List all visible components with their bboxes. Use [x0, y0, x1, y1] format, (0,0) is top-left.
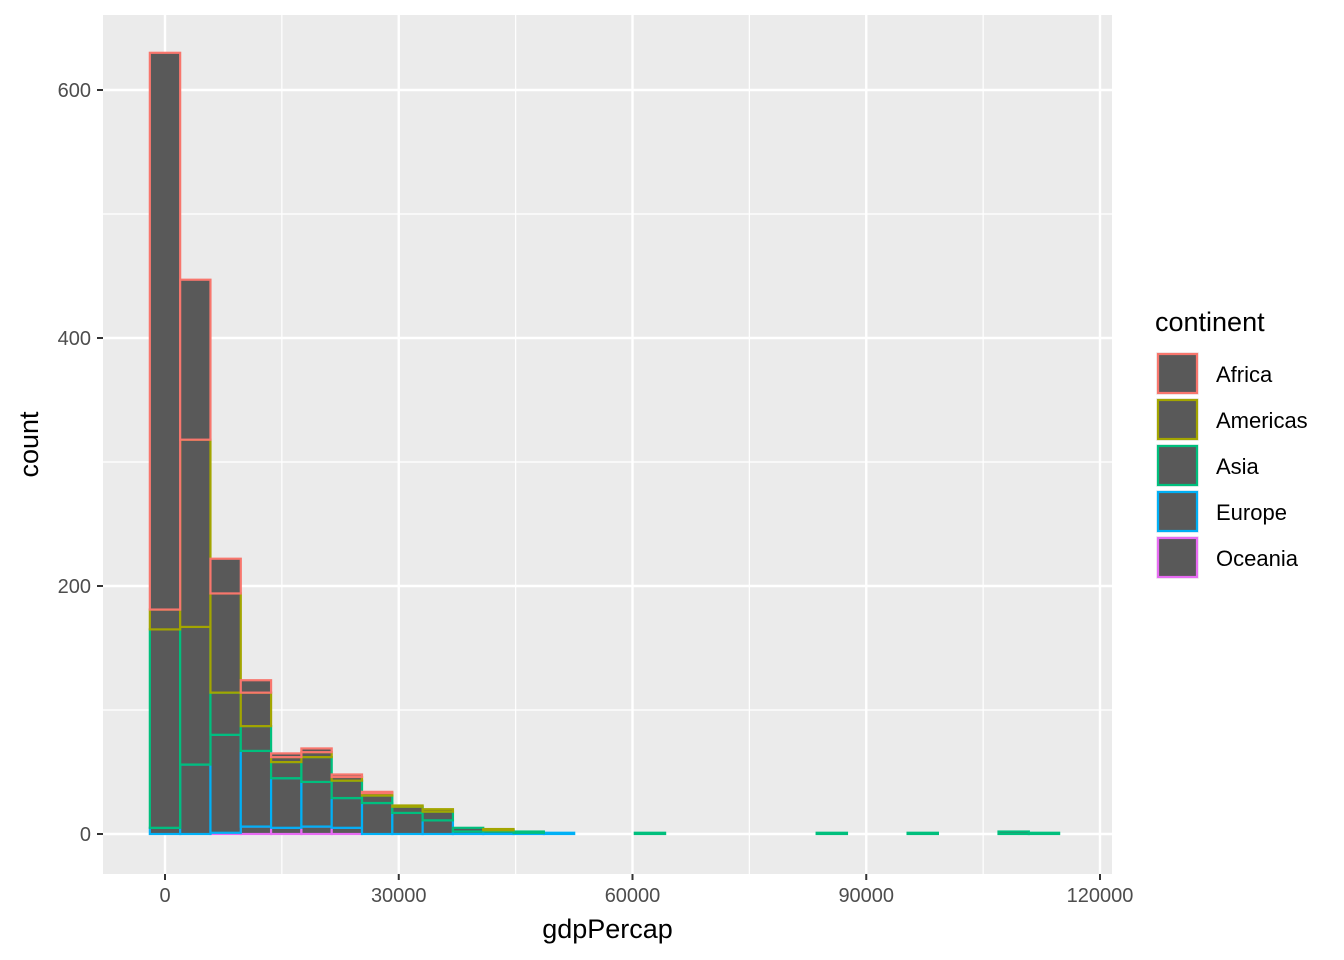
- bar-africa: [148, 51, 182, 611]
- bar-europe: [239, 749, 273, 828]
- bar-africa: [209, 557, 242, 595]
- bar-asia: [906, 831, 939, 836]
- bar-americas: [179, 438, 212, 629]
- bar-africa: [360, 790, 394, 795]
- bar-asia: [300, 756, 333, 784]
- bar-asia: [997, 830, 1030, 836]
- x-tick-label: 0: [159, 885, 170, 907]
- bar-asia: [148, 628, 182, 829]
- y-tick-label: 400: [58, 328, 91, 350]
- bar-americas: [148, 608, 182, 631]
- legend-swatch-oceania: [1156, 536, 1199, 579]
- y-tick-label: 0: [80, 824, 91, 846]
- bar-oceania: [300, 825, 333, 836]
- bar-asia: [421, 810, 455, 822]
- y-axis-title: count: [14, 411, 44, 478]
- x-tick-label: 90000: [838, 885, 894, 907]
- y-axis: 0 200 400 600: [58, 80, 103, 846]
- legend-label-americas: Americas: [1216, 408, 1308, 433]
- bar-asia: [815, 831, 849, 836]
- bar-asia: [512, 830, 545, 834]
- legend-swatch-africa: [1156, 352, 1199, 395]
- bar-americas: [209, 592, 242, 694]
- bar-asia: [269, 760, 303, 780]
- bar-africa: [269, 752, 303, 759]
- bar-africa: [330, 773, 364, 779]
- minor-gridlines: [103, 15, 1112, 874]
- legend-label-africa: Africa: [1216, 362, 1273, 387]
- bar-africa: [239, 679, 273, 694]
- legend-swatch-americas: [1156, 398, 1199, 441]
- legend-title: continent: [1155, 307, 1265, 337]
- legend-label-europe: Europe: [1216, 500, 1287, 525]
- bar-africa: [300, 747, 333, 754]
- x-axis-title: gdpPercap: [542, 914, 673, 944]
- bar-asia: [179, 625, 212, 766]
- legend-label-asia: Asia: [1216, 454, 1260, 479]
- bar-europe: [391, 811, 424, 836]
- bar-asia: [451, 826, 485, 833]
- bar-asia: [330, 779, 364, 800]
- bars-layer: [148, 51, 1061, 836]
- bar-oceania: [239, 825, 273, 836]
- x-tick-label: 60000: [605, 885, 661, 907]
- bar-europe: [330, 796, 364, 829]
- bar-asia: [633, 831, 667, 836]
- bar-asia: [209, 691, 242, 736]
- bar-europe: [360, 801, 394, 836]
- bar-europe: [179, 763, 212, 836]
- bar-europe: [209, 733, 242, 834]
- bar-europe: [421, 819, 455, 836]
- bar-europe: [300, 780, 333, 828]
- y-tick-label: 200: [58, 576, 91, 598]
- bar-americas: [482, 827, 515, 832]
- bar-americas: [391, 804, 424, 808]
- bar-europe: [269, 777, 303, 829]
- x-tick-label: 120000: [1067, 885, 1134, 907]
- legend-swatch-asia: [1156, 444, 1199, 487]
- legend-swatch-europe: [1156, 490, 1199, 533]
- bar-americas: [239, 691, 273, 728]
- bar-asia: [239, 725, 273, 753]
- bar-africa: [179, 278, 212, 441]
- bar-europe: [542, 831, 576, 836]
- legend-label-oceania: Oceania: [1216, 546, 1299, 571]
- bar-americas: [421, 808, 455, 813]
- x-axis: 0 30000 60000 90000 120000: [159, 874, 1133, 907]
- y-tick-label: 600: [58, 80, 91, 102]
- x-tick-label: 30000: [371, 885, 427, 907]
- bar-asia: [360, 794, 394, 805]
- legend: continent Africa Americas Asia Europe Oceani…: [1155, 307, 1308, 579]
- bar-asia: [1027, 831, 1061, 836]
